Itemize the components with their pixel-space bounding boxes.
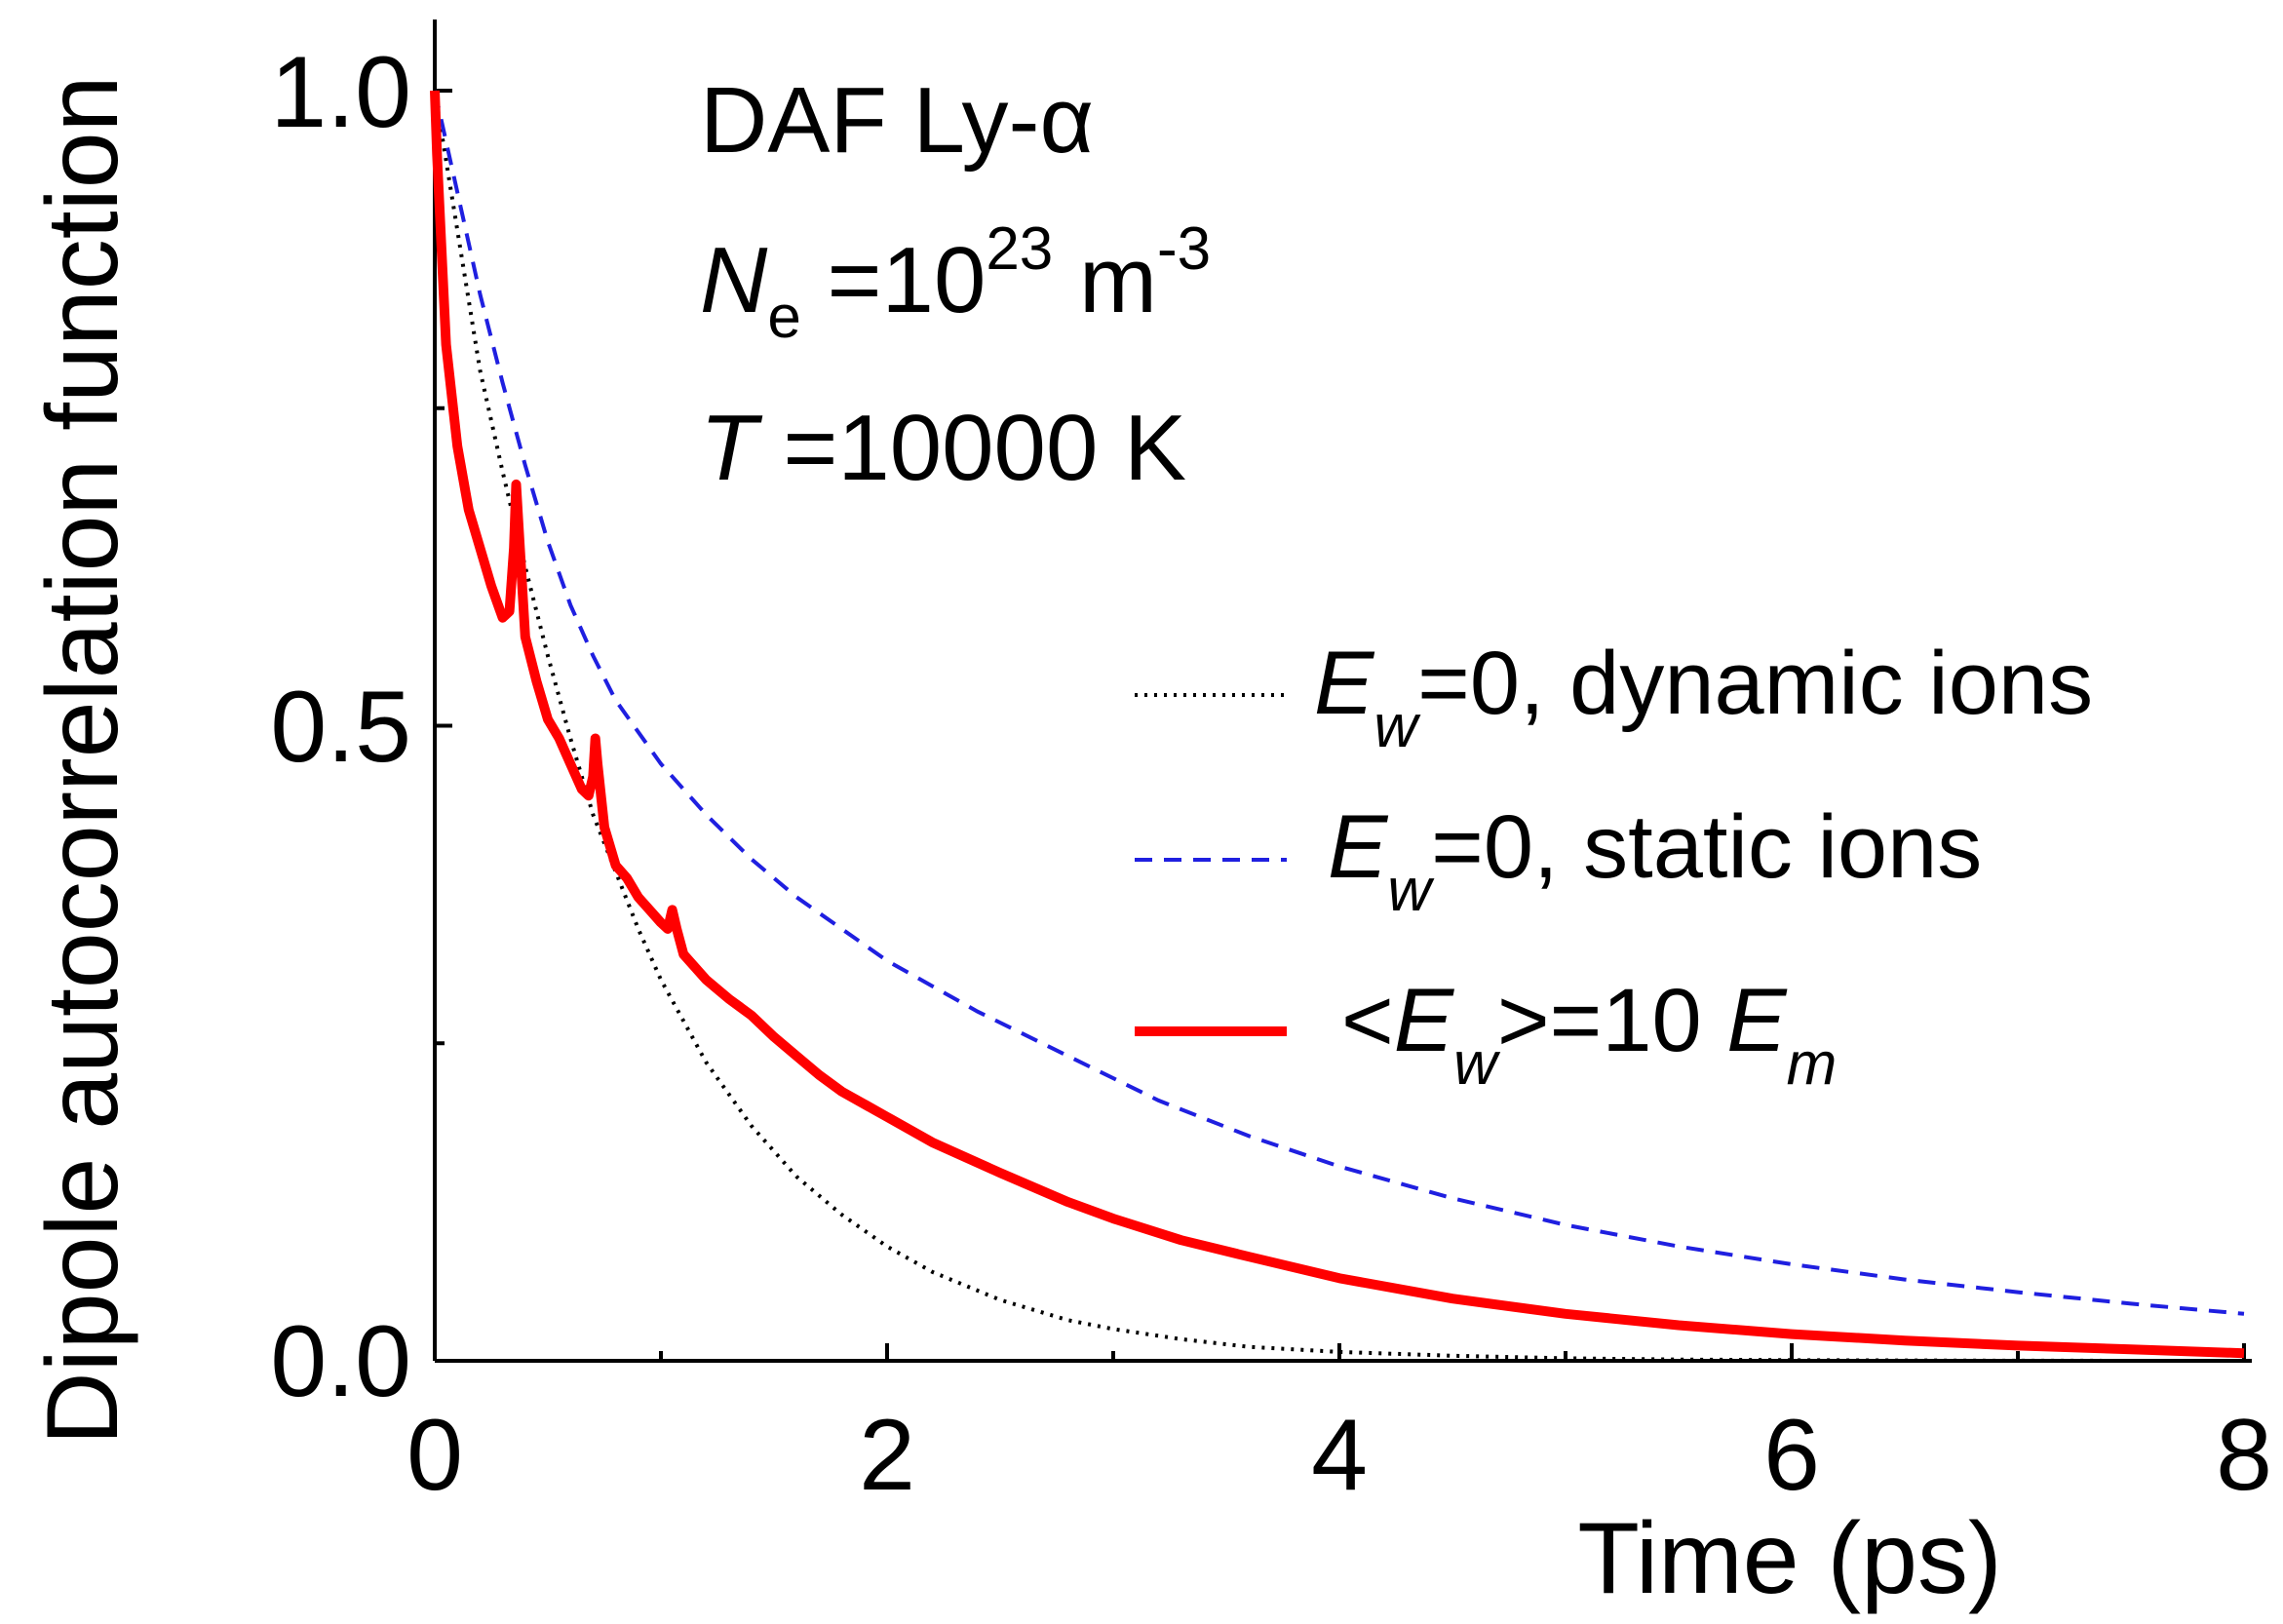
legend-label-static: Ew=0, static ions: [1328, 797, 1982, 924]
series-line-ew-10-em: [430, 90, 2245, 1359]
legend-label-dynamic: Ew=0, dynamic ions: [1314, 634, 2093, 760]
annotation-title: DAF Ly-α: [700, 68, 1094, 173]
ne-unit: m: [1053, 228, 1157, 332]
annotation-temperature: T =10000 K: [700, 396, 1186, 500]
ne-subscript: e: [767, 284, 800, 351]
axis-ticks: [433, 89, 2246, 1363]
x-axis-title: Time (ps): [1577, 1502, 2001, 1615]
ne-equals: =10: [801, 228, 987, 332]
legend: Ew=0, dynamic ions Ew=0, static ions <Ew…: [1135, 634, 2093, 1098]
y-tick-label: 0.0: [270, 1305, 411, 1418]
y-axis-title: Dipole autocorrelation function: [26, 76, 139, 1446]
ne-unit-exponent: -3: [1157, 215, 1211, 283]
legend-label-ew10: <Ew>=10 Em: [1341, 971, 1837, 1098]
t-value: =10000 K: [757, 396, 1186, 500]
x-tick-label: 4: [1311, 1399, 1368, 1512]
x-tick-label: 8: [2216, 1399, 2272, 1512]
ne-exponent: 23: [986, 215, 1053, 283]
y-tick-label: 0.5: [270, 671, 411, 784]
x-tick-label: 0: [406, 1399, 463, 1512]
t-symbol: T: [700, 396, 763, 500]
annotation-density: Ne =1023 m-3: [700, 215, 1211, 351]
ne-symbol: N: [700, 228, 768, 332]
x-tick-label: 6: [1763, 1399, 1820, 1512]
series-line-static-ions: [433, 90, 2245, 1316]
y-tick-label: 1.0: [270, 36, 411, 149]
series-line-dynamic-ions: [433, 90, 2245, 1363]
x-tick-label: 2: [859, 1399, 915, 1512]
